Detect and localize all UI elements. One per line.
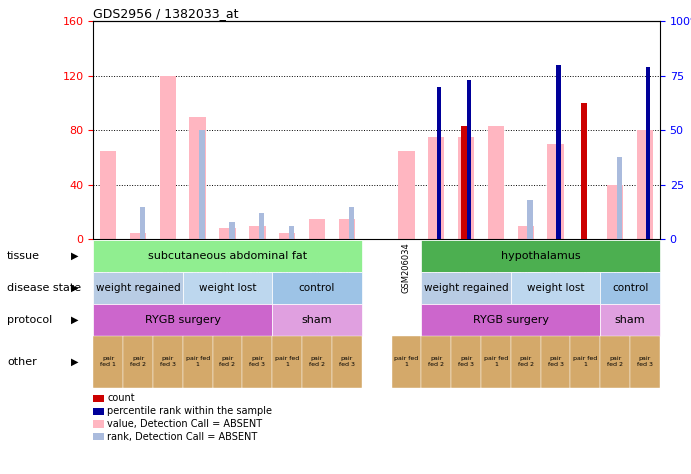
Text: pair fed
1: pair fed 1 <box>275 356 299 367</box>
Bar <box>462 126 468 239</box>
Text: pair fed
1: pair fed 1 <box>395 356 419 367</box>
Text: pair
fed 3: pair fed 3 <box>339 356 354 367</box>
Bar <box>140 207 145 239</box>
Bar <box>229 222 235 239</box>
Text: pair
fed 3: pair fed 3 <box>160 356 176 367</box>
Text: ▶: ▶ <box>71 283 78 293</box>
Bar <box>339 219 355 239</box>
Text: pair
fed 3: pair fed 3 <box>249 356 265 367</box>
Bar <box>219 228 236 239</box>
Text: GDS2956 / 1382033_at: GDS2956 / 1382033_at <box>93 7 239 20</box>
Text: sham: sham <box>302 315 332 325</box>
Text: disease state: disease state <box>7 283 81 293</box>
Bar <box>259 213 265 239</box>
Bar <box>200 130 205 239</box>
Bar <box>289 226 294 239</box>
Text: RYGB surgery: RYGB surgery <box>144 315 220 325</box>
Bar <box>279 233 295 239</box>
Text: pair
fed 3: pair fed 3 <box>458 356 474 367</box>
Text: count: count <box>107 393 135 403</box>
Text: ▶: ▶ <box>71 315 78 325</box>
Bar <box>249 226 265 239</box>
Bar <box>617 156 623 239</box>
Text: pair
fed 2: pair fed 2 <box>428 356 444 367</box>
Text: control: control <box>299 283 335 293</box>
Text: pair
fed 3: pair fed 3 <box>637 356 653 367</box>
Bar <box>527 200 533 239</box>
Text: ▶: ▶ <box>71 251 78 261</box>
Bar <box>189 117 206 239</box>
Text: ▶: ▶ <box>71 356 78 367</box>
Bar <box>160 76 176 239</box>
Text: rank, Detection Call = ABSENT: rank, Detection Call = ABSENT <box>107 432 257 442</box>
Text: weight regained: weight regained <box>96 283 180 293</box>
Bar <box>645 67 650 239</box>
Text: RYGB surgery: RYGB surgery <box>473 315 549 325</box>
Text: pair
fed 2: pair fed 2 <box>309 356 325 367</box>
Text: hypothalamus: hypothalamus <box>501 251 580 261</box>
Text: sham: sham <box>615 315 645 325</box>
Text: pair
fed 2: pair fed 2 <box>518 356 533 367</box>
Text: pair fed
1: pair fed 1 <box>186 356 210 367</box>
Text: value, Detection Call = ABSENT: value, Detection Call = ABSENT <box>107 419 262 429</box>
Bar <box>488 126 504 239</box>
Text: pair
fed 1: pair fed 1 <box>100 356 116 367</box>
Text: protocol: protocol <box>7 315 52 325</box>
Bar <box>428 137 444 239</box>
Text: control: control <box>612 283 648 293</box>
Text: weight regained: weight regained <box>424 283 509 293</box>
Bar <box>556 65 560 239</box>
Text: pair fed
1: pair fed 1 <box>484 356 508 367</box>
Text: percentile rank within the sample: percentile rank within the sample <box>107 406 272 416</box>
Text: pair
fed 2: pair fed 2 <box>607 356 623 367</box>
Bar <box>467 80 471 239</box>
Text: subcutaneous abdominal fat: subcutaneous abdominal fat <box>148 251 307 261</box>
Bar <box>130 233 146 239</box>
Text: weight lost: weight lost <box>527 283 585 293</box>
Bar <box>547 144 564 239</box>
Bar <box>398 151 415 239</box>
Text: pair
fed 3: pair fed 3 <box>547 356 564 367</box>
Text: pair
fed 2: pair fed 2 <box>130 356 146 367</box>
Bar <box>309 219 325 239</box>
Text: pair
fed 2: pair fed 2 <box>220 356 236 367</box>
Text: tissue: tissue <box>7 251 40 261</box>
Bar <box>607 185 623 239</box>
Bar <box>100 151 116 239</box>
Bar <box>458 137 474 239</box>
Bar <box>637 130 653 239</box>
Text: pair fed
1: pair fed 1 <box>574 356 598 367</box>
Bar <box>580 103 587 239</box>
Bar <box>348 207 354 239</box>
Text: other: other <box>7 356 37 367</box>
Text: weight lost: weight lost <box>199 283 256 293</box>
Bar <box>518 226 534 239</box>
Bar <box>437 87 442 239</box>
